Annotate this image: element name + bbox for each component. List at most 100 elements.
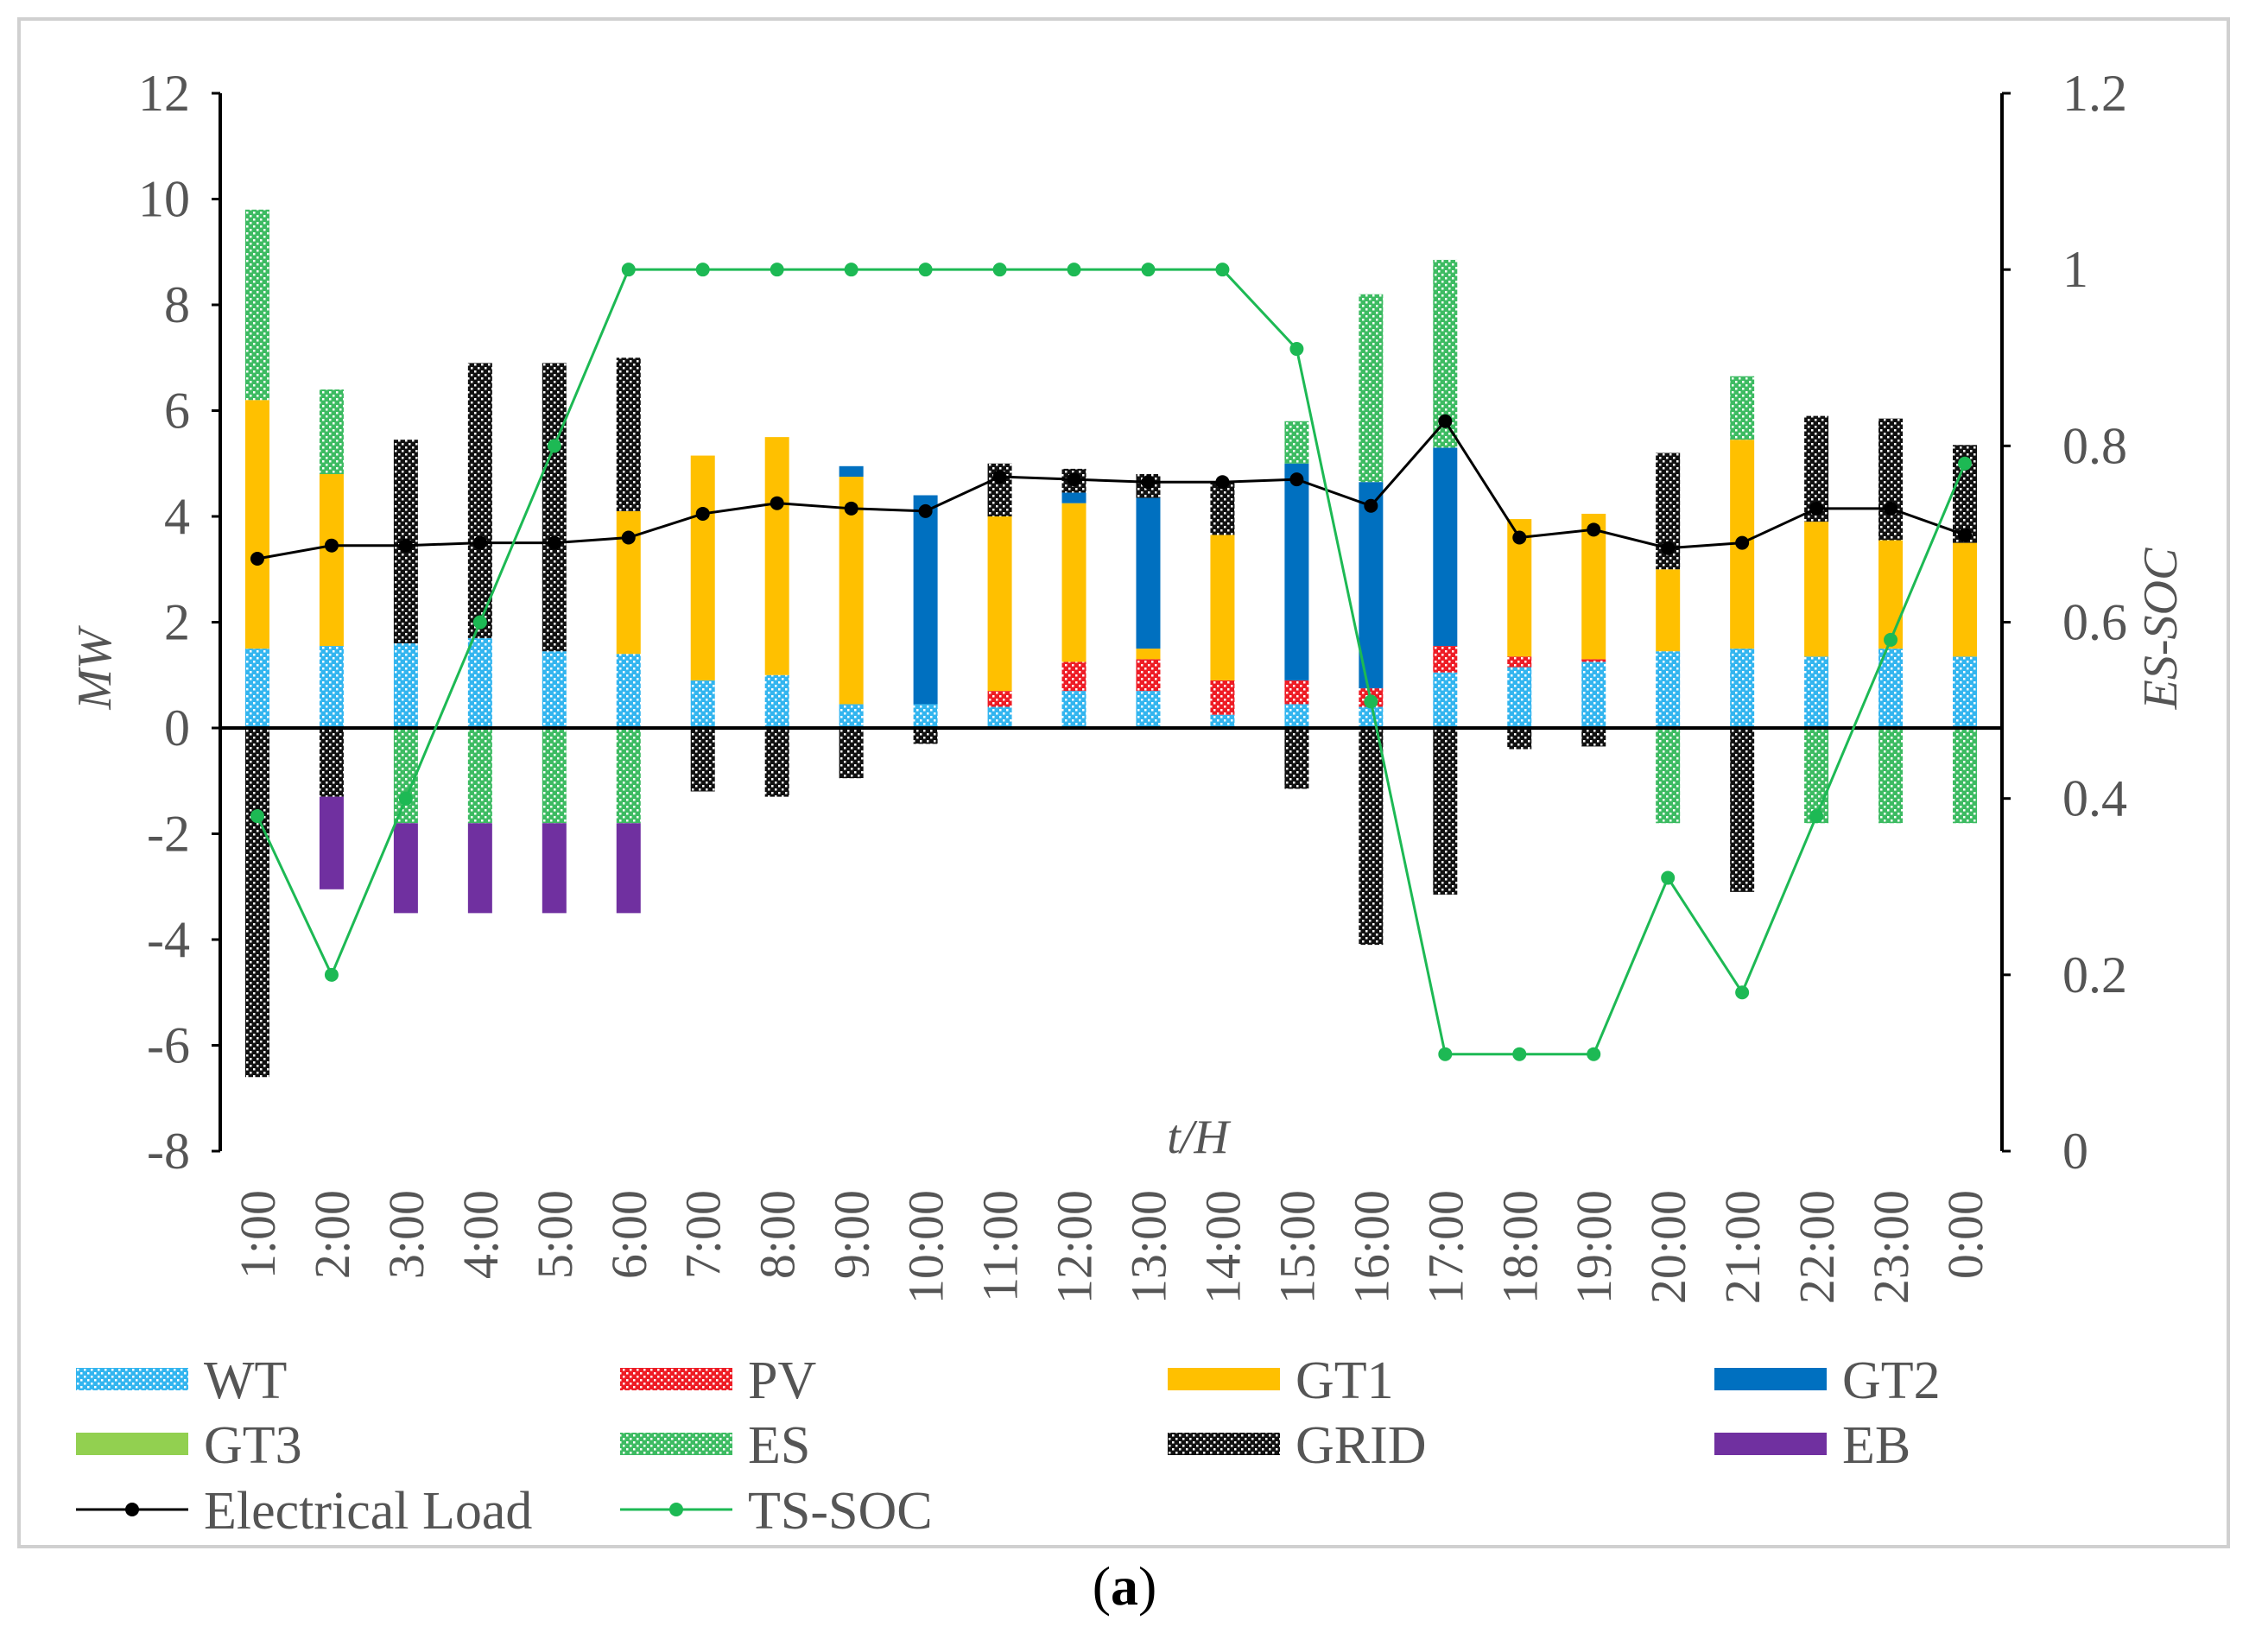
point-soc-8: [770, 263, 784, 277]
bar-wt-13: [1136, 691, 1161, 728]
point-soc-4: [472, 615, 487, 630]
figure-caption: (a): [0, 1554, 2249, 1618]
bar-gt1-19: [1581, 513, 1606, 660]
point-soc-20: [1661, 870, 1676, 885]
y-tick-label: 0: [164, 699, 190, 756]
bar-neg-grid-21: [1730, 728, 1755, 892]
point-load-7: [695, 506, 710, 521]
y-tick-label: -8: [147, 1123, 190, 1180]
chart-svg: 12 10 8 6 4 2 0 -2 -4 -6 -8 1.2 1 0.8 0.6 0.4 0.2 0 1:00 2:…: [68, 65, 2188, 1541]
x-tick-label: 4:00: [453, 1190, 509, 1279]
bar-wt-22: [1804, 656, 1829, 728]
bar-wt-3: [393, 643, 418, 728]
point-load-15: [1289, 472, 1304, 487]
bar-wt-8: [764, 674, 789, 728]
bar-neg-grid-2: [319, 728, 344, 797]
bar-grid-23: [1878, 418, 1904, 541]
bar-pv-15: [1284, 680, 1309, 705]
bar-gt1-1: [244, 400, 269, 649]
bar-neg-eb-5: [542, 823, 567, 914]
legend-label-pv: PV: [748, 1351, 816, 1410]
point-load-13: [1141, 475, 1156, 490]
x-tick-label: 0:00: [1937, 1190, 1993, 1279]
legend-label-wt: WT: [204, 1351, 287, 1410]
legend-swatch-eb: [1714, 1433, 1827, 1455]
y-tick-label: 4: [164, 488, 190, 545]
legend-swatch-gt1: [1168, 1368, 1280, 1390]
point-load-12: [1067, 472, 1081, 487]
bar-wt-2: [319, 646, 344, 728]
bar-grid-5: [542, 363, 567, 652]
legend-swatch-gt3: [76, 1433, 188, 1455]
point-load-8: [770, 496, 784, 510]
bar-neg-es-22: [1804, 728, 1829, 824]
point-load-4: [472, 535, 487, 550]
x-tick-label: 22:00: [1789, 1190, 1845, 1304]
bar-wt-1: [244, 649, 269, 728]
line-soc: [256, 268, 1967, 1056]
x-tick-label: 10:00: [898, 1190, 954, 1304]
bar-neg-es-5: [542, 728, 567, 824]
y-tick-label: 10: [138, 171, 190, 228]
point-soc-14: [1215, 263, 1230, 277]
bar-neg-grid-8: [764, 728, 789, 797]
bar-gt1-11: [987, 516, 1012, 692]
bar-gt2-13: [1136, 497, 1161, 649]
point-soc-22: [1809, 809, 1824, 824]
bar-neg-eb-4: [467, 823, 492, 914]
legend-label-load: Electrical Load: [204, 1482, 532, 1541]
y-axis-title: MW: [68, 625, 122, 711]
legend: WT PV GT1 GT2 GT3 ES GRID EB Electrical Load TS-S…: [76, 1351, 1941, 1541]
x-tick-label: 1:00: [230, 1190, 286, 1279]
y-tick-label: -4: [147, 911, 190, 968]
point-load-11: [992, 470, 1007, 484]
ticks-layer: 12 10 8 6 4 2 0 -2 -4 -6 -8 1.2 1 0.8 0.6 0.4 0.2 0 1:00 2:…: [138, 65, 2127, 1304]
bar-wt-21: [1730, 649, 1755, 728]
y2-tick-label: 0: [2062, 1123, 2088, 1180]
point-soc-16: [1364, 694, 1378, 709]
point-load-17: [1438, 414, 1453, 428]
bar-gt2-16: [1359, 482, 1384, 689]
point-load-22: [1809, 501, 1824, 516]
point-soc-3: [398, 791, 413, 806]
bar-wt-20: [1656, 651, 1681, 728]
caption-close-paren: ): [1138, 1555, 1157, 1617]
x-tick-label: 17:00: [1417, 1190, 1473, 1304]
x-tick-label: 21:00: [1714, 1190, 1771, 1304]
bar-wt-11: [987, 706, 1012, 728]
bar-gt1-2: [319, 474, 344, 647]
bar-grid-14: [1210, 482, 1235, 535]
x-tick-label: 14:00: [1194, 1190, 1251, 1304]
bar-gt2-15: [1284, 463, 1309, 680]
x-tick-label: 18:00: [1492, 1190, 1548, 1304]
bar-es-1: [244, 209, 269, 401]
bar-es-16: [1359, 294, 1384, 483]
bar-neg-grid-1: [244, 728, 269, 1078]
point-load-19: [1587, 522, 1601, 537]
bars-layer: [244, 209, 1978, 1078]
y2-tick-label: 0.4: [2062, 770, 2127, 827]
bar-gt1-12: [1061, 503, 1086, 662]
point-soc-9: [844, 263, 858, 277]
point-soc-24: [1958, 456, 1973, 471]
legend-label-gt2: GT2: [1842, 1351, 1941, 1410]
point-soc-17: [1438, 1047, 1453, 1061]
legend-swatch-grid: [1168, 1433, 1280, 1455]
legend-label-eb: EB: [1842, 1416, 1910, 1475]
y2-tick-label: 0.2: [2062, 946, 2127, 1003]
x-tick-label: 20:00: [1640, 1190, 1696, 1304]
point-load-24: [1958, 528, 1973, 542]
bar-neg-es-6: [616, 728, 641, 824]
legend-label-soc: TS-SOC: [748, 1482, 933, 1541]
x-tick-label: 23:00: [1863, 1190, 1919, 1304]
point-soc-13: [1141, 263, 1156, 277]
bar-wt-10: [913, 704, 938, 728]
point-soc-21: [1735, 985, 1750, 1000]
point-soc-18: [1512, 1047, 1527, 1061]
bar-wt-12: [1061, 691, 1086, 728]
bar-gt1-14: [1210, 535, 1235, 680]
bar-wt-7: [690, 680, 715, 728]
bar-neg-es-20: [1656, 728, 1681, 824]
y-tick-label: -6: [147, 1017, 190, 1074]
point-load-21: [1735, 535, 1750, 550]
